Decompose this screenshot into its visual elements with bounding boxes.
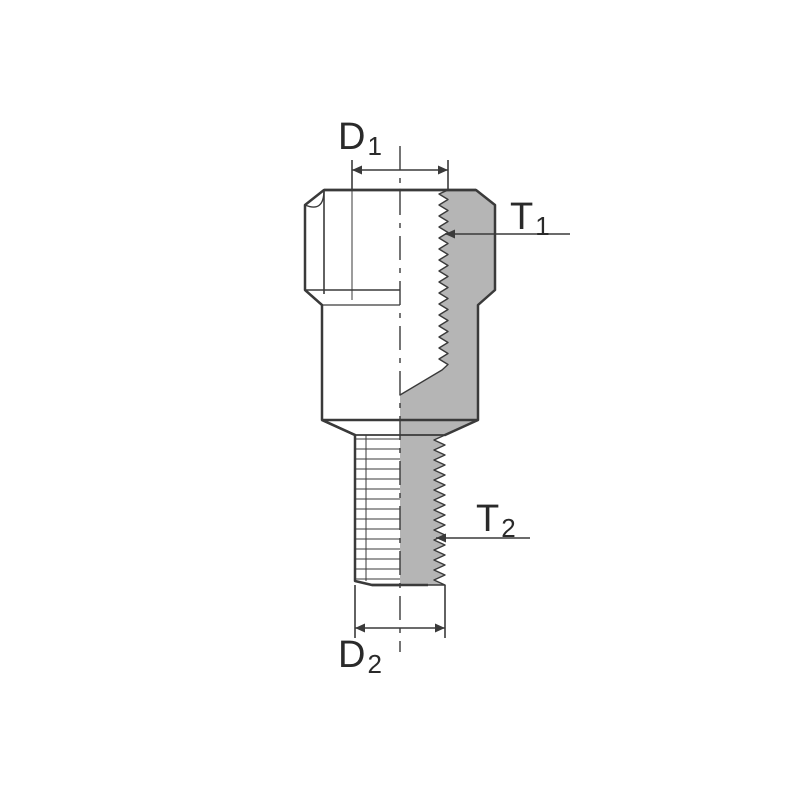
label-d2-main: D bbox=[338, 636, 365, 674]
label-t2-main: T bbox=[476, 500, 499, 538]
label-d1-sub: 1 bbox=[367, 133, 381, 159]
technical-drawing bbox=[0, 0, 800, 800]
label-d2: D 2 bbox=[338, 636, 382, 674]
label-t2-sub: 2 bbox=[501, 515, 515, 541]
label-d2-sub: 2 bbox=[367, 651, 381, 677]
label-t1-sub: 1 bbox=[535, 213, 549, 239]
label-t1-main: T bbox=[510, 198, 533, 236]
label-d1: D 1 bbox=[338, 118, 382, 156]
label-d1-main: D bbox=[338, 118, 365, 156]
label-t1: T 1 bbox=[510, 198, 550, 236]
label-t2: T 2 bbox=[476, 500, 516, 538]
